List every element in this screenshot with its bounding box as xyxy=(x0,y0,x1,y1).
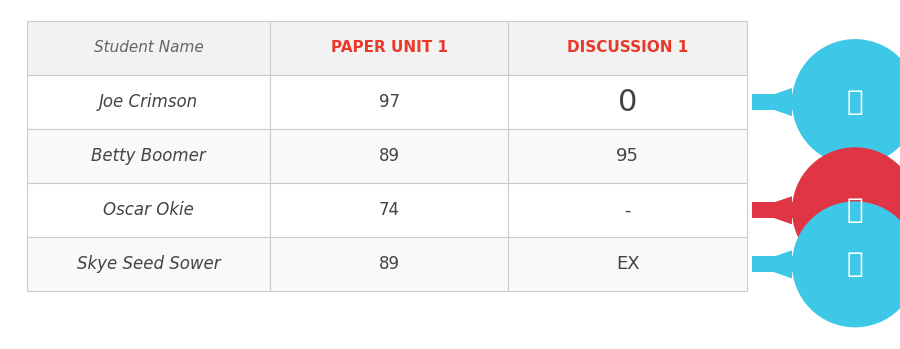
Text: Betty Boomer: Betty Boomer xyxy=(91,147,206,165)
Text: 89: 89 xyxy=(379,147,400,165)
Text: Joe Crimson: Joe Crimson xyxy=(99,93,198,111)
Bar xyxy=(27,237,270,291)
Text: 95: 95 xyxy=(616,147,639,165)
Bar xyxy=(270,75,508,129)
Bar xyxy=(752,94,824,110)
Ellipse shape xyxy=(792,39,900,165)
Bar xyxy=(27,183,270,237)
Bar xyxy=(508,129,747,183)
Text: EX: EX xyxy=(616,255,640,273)
Bar xyxy=(27,129,270,183)
Ellipse shape xyxy=(792,201,900,327)
Bar xyxy=(270,237,508,291)
Text: 89: 89 xyxy=(379,255,400,273)
Bar xyxy=(508,75,747,129)
Bar xyxy=(270,183,508,237)
Bar xyxy=(752,202,824,218)
Text: -: - xyxy=(625,201,631,219)
Text: 74: 74 xyxy=(379,201,400,219)
Text: PAPER UNIT 1: PAPER UNIT 1 xyxy=(331,40,448,55)
Bar xyxy=(270,21,508,75)
Text: 👍: 👍 xyxy=(847,88,863,116)
Text: DISCUSSION 1: DISCUSSION 1 xyxy=(567,40,688,55)
Polygon shape xyxy=(752,88,792,116)
Bar xyxy=(508,183,747,237)
Bar xyxy=(27,21,270,75)
Text: 👍: 👍 xyxy=(847,250,863,279)
Bar xyxy=(508,237,747,291)
Polygon shape xyxy=(752,196,792,224)
Bar xyxy=(270,129,508,183)
Text: 0: 0 xyxy=(618,88,637,117)
Bar xyxy=(27,75,270,129)
Text: 97: 97 xyxy=(379,93,400,111)
Bar xyxy=(752,256,824,273)
Text: Skye Seed Sower: Skye Seed Sower xyxy=(76,255,220,273)
Text: Student Name: Student Name xyxy=(94,40,203,55)
Text: Oscar Okie: Oscar Okie xyxy=(104,201,194,219)
Bar xyxy=(508,21,747,75)
Polygon shape xyxy=(752,250,792,279)
Ellipse shape xyxy=(792,147,900,273)
Text: 👎: 👎 xyxy=(847,196,863,224)
